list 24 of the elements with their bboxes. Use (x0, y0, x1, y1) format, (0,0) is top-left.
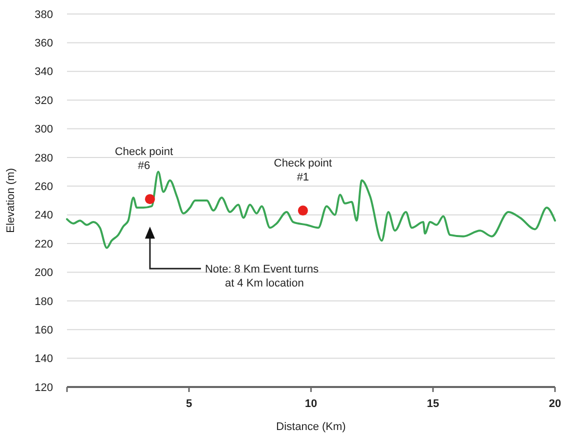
y-axis-title: Elevation (m) (5, 168, 17, 233)
y-tick-label: 300 (34, 124, 53, 136)
y-tick-label: 140 (34, 353, 53, 366)
x-axis-title: Distance (Km) (276, 421, 346, 433)
y-tick-label: 220 (34, 238, 53, 250)
annotation: Check point #6 (114, 146, 174, 172)
y-tick-label: 240 (34, 210, 53, 222)
annotation: Note: 8 Km Event turns at 4 Km location (204, 264, 320, 290)
x-tick-label: 5 (186, 398, 192, 410)
y-tick-label: 260 (34, 181, 53, 194)
y-tick-label: 120 (34, 382, 53, 394)
y-tick-label: 380 (34, 8, 53, 21)
x-tick-label: 20 (548, 398, 562, 410)
y-tick-label: 340 (34, 66, 53, 78)
x-tick-label: 15 (426, 398, 440, 410)
y-tick-label: 320 (34, 94, 53, 107)
y-tick-label: 280 (34, 152, 53, 164)
line-series (66, 170, 556, 249)
y-tick-label: 160 (34, 324, 53, 336)
annotation: Check point #1 (274, 158, 332, 184)
x-tick-label: 10 (304, 398, 318, 410)
y-tick-label: 360 (34, 38, 53, 50)
y-tick-label: 200 (34, 267, 53, 280)
y-tick-label: 180 (34, 296, 53, 308)
